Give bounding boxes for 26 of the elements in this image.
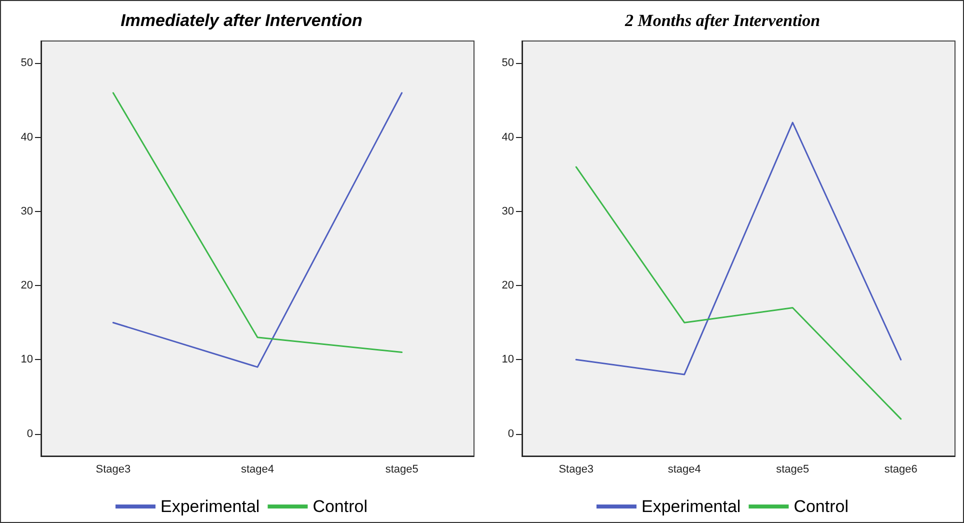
x-tick-label: stage5 [776, 464, 810, 476]
y-tick-label: 0 [26, 428, 33, 440]
y-tick-label: 10 [502, 354, 514, 366]
y-tick-label: 20 [20, 280, 33, 292]
legend-label: Experimental [160, 497, 260, 516]
chart-title: 2 Months after Intervention [624, 11, 820, 30]
legend-label: Control [794, 497, 849, 516]
x-tick-label: Stage3 [558, 464, 594, 476]
y-tick-label: 50 [502, 57, 514, 70]
y-tick-label: 30 [502, 205, 514, 218]
chart-title: Immediately after Intervention [120, 11, 362, 30]
y-tick-label: 50 [20, 57, 33, 70]
x-tick-label: stage4 [668, 464, 701, 476]
y-tick-label: 0 [508, 428, 514, 440]
x-tick-label: stage4 [240, 464, 274, 476]
y-tick-label: 40 [20, 131, 33, 144]
legend-label: Experimental [641, 497, 741, 516]
y-tick-label: 40 [502, 131, 514, 144]
line-series [575, 166, 902, 420]
legend-label: Control [312, 497, 368, 516]
y-tick-label: 10 [20, 354, 33, 366]
y-tick-label: 30 [20, 205, 33, 218]
x-tick-label: Stage3 [96, 464, 131, 476]
y-tick-label: 20 [502, 280, 514, 292]
x-tick-label: stage6 [884, 464, 918, 476]
x-tick-label: stage5 [385, 464, 418, 476]
